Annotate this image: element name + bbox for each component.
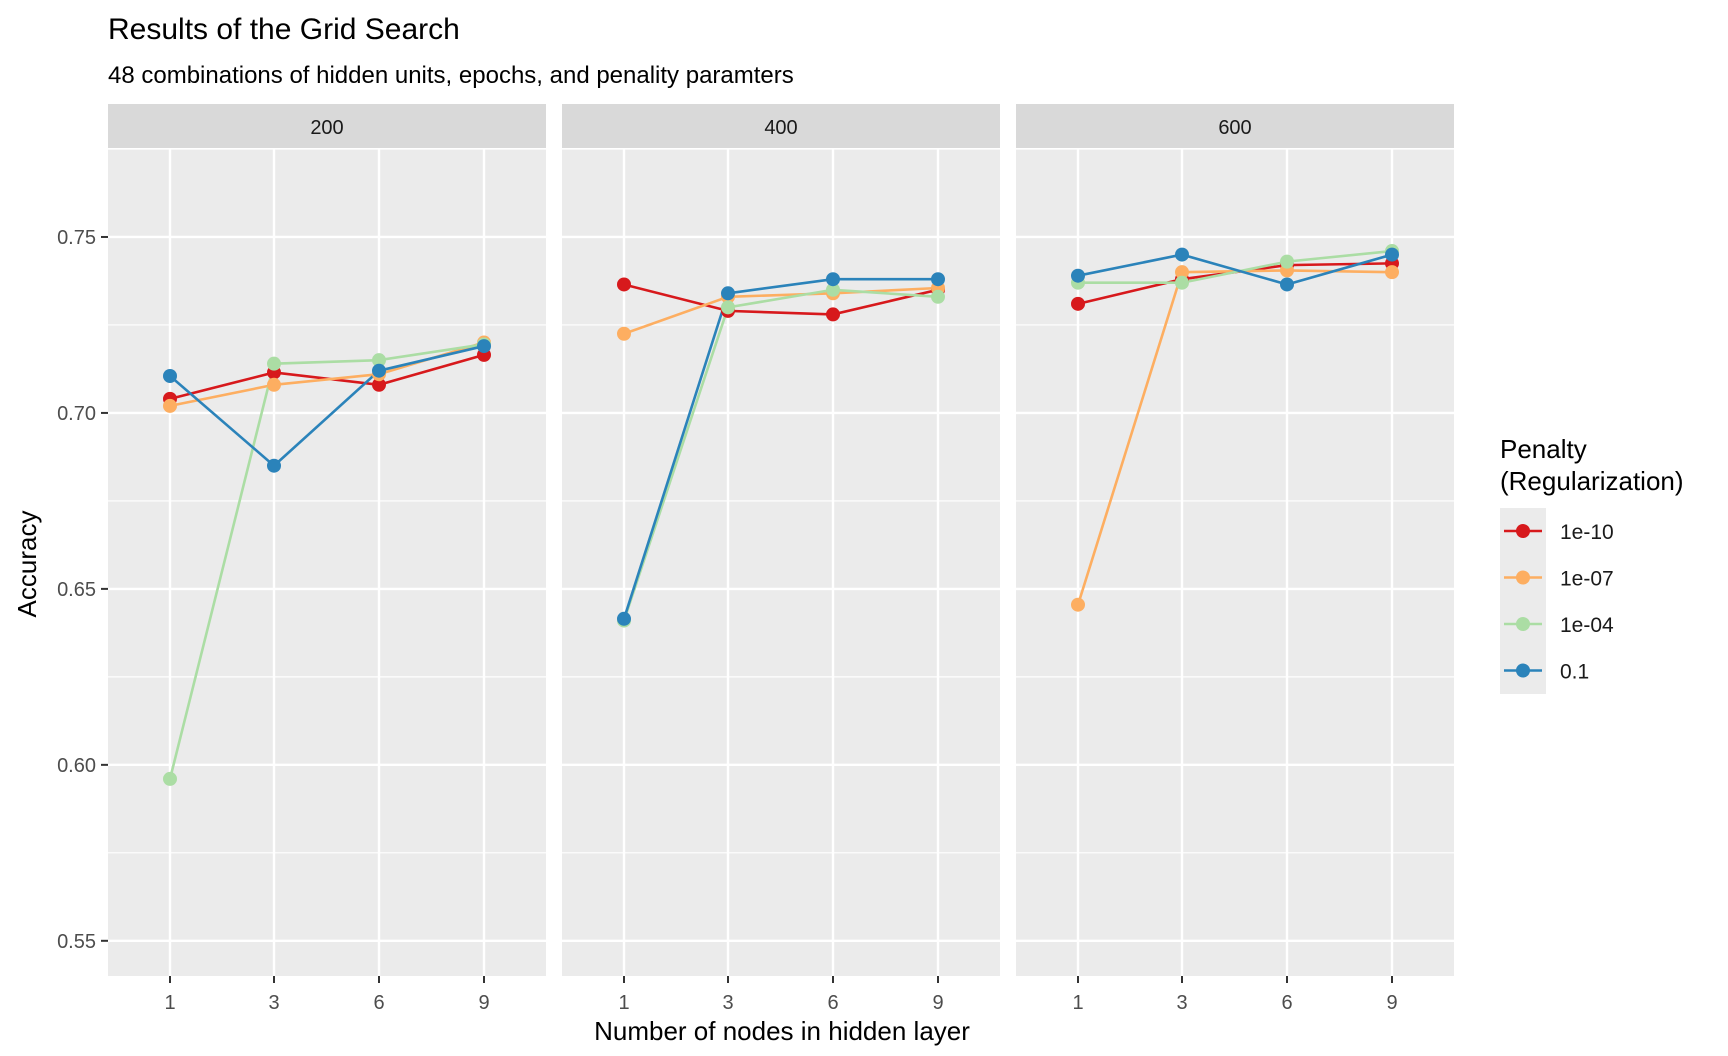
- data-point-1e-04: [721, 300, 735, 315]
- facet-panel-600: 600: [1016, 104, 1454, 976]
- data-point-0.1: [826, 272, 840, 287]
- data-point-1e-07: [1175, 265, 1189, 280]
- legend: Penalty (Regularization) 1e-10 1e-07 1e-04…: [1500, 434, 1684, 694]
- facet-strip-label: 600: [1218, 117, 1251, 139]
- y-axis: 0.55 0.60 0.65 0.70 0.75: [57, 227, 108, 953]
- y-tick-label: 0.60: [57, 755, 96, 777]
- series-line-1e-04: [1078, 249, 1393, 285]
- legend-items: 1e-10 1e-07 1e-04 0.1: [1504, 521, 1614, 684]
- x-tick-label: 1: [1072, 992, 1083, 1014]
- legend-key-background: [1500, 508, 1546, 694]
- facet-panel-400: 400: [562, 104, 1000, 976]
- legend-key-point-0.1: [1516, 663, 1530, 678]
- data-point-1e-04: [1175, 275, 1189, 290]
- legend-label-1e-07: 1e-07: [1560, 568, 1614, 591]
- series-line-0.1: [169, 344, 485, 468]
- data-point-0.1: [721, 286, 735, 301]
- data-point-1e-04: [931, 289, 945, 304]
- data-point-0.1: [477, 339, 491, 354]
- x-tick-label: 9: [932, 992, 943, 1014]
- x-tick-label: 3: [1176, 992, 1187, 1014]
- data-point-1e-07: [617, 326, 631, 341]
- legend-label-0.1: 0.1: [1560, 661, 1589, 684]
- panel-background: [1016, 149, 1454, 976]
- legend-label-1e-04: 1e-04: [1560, 614, 1614, 637]
- data-point-0.1: [1385, 247, 1399, 262]
- data-point-0.1: [1175, 247, 1189, 262]
- data-point-1e-07: [267, 377, 281, 392]
- data-point-0.1: [1280, 277, 1294, 292]
- facet-strip: [562, 104, 1000, 148]
- data-point-1e-04: [163, 771, 177, 786]
- series-line-1e-10: [623, 283, 939, 316]
- facet-panels: 200 400 600: [108, 104, 1454, 976]
- x-tick-label: 1: [618, 992, 629, 1014]
- facet-strip: [108, 104, 546, 148]
- x-axis: 1 3 6 9 1 3 6 9 1 3 6 9: [164, 976, 1398, 1014]
- panel-background: [108, 149, 546, 976]
- data-point-1e-10: [826, 307, 840, 322]
- data-point-1e-04: [372, 353, 386, 368]
- series-line-1e-07: [623, 286, 939, 335]
- data-point-1e-10: [1071, 296, 1085, 311]
- data-point-0.1: [931, 272, 945, 287]
- series-line-0.1: [622, 277, 938, 620]
- data-point-0.1: [163, 368, 177, 383]
- x-tick-label: 3: [722, 992, 733, 1014]
- x-tick-label: 9: [478, 992, 489, 1014]
- y-tick-label: 0.55: [57, 931, 96, 953]
- y-tick-label: 0.70: [57, 403, 96, 425]
- legend-title-line2: (Regularization): [1500, 466, 1684, 496]
- series-line-1e-04: [622, 288, 939, 621]
- facet-strip-label: 400: [764, 117, 797, 139]
- x-tick-label: 3: [268, 992, 279, 1014]
- data-point-1e-07: [163, 398, 177, 413]
- facet-strip-label: 200: [310, 117, 343, 139]
- data-point-1e-04: [267, 356, 281, 371]
- data-point-1e-04: [826, 282, 840, 297]
- data-point-1e-10: [372, 377, 386, 392]
- chart-subtitle: 48 combinations of hidden units, epochs,…: [108, 62, 794, 89]
- y-tick-label: 0.75: [57, 227, 96, 249]
- x-tick-label: 9: [1386, 992, 1397, 1014]
- facet-strip: [1016, 104, 1454, 148]
- series-line-0.1: [1077, 253, 1393, 286]
- legend-label-1e-10: 1e-10: [1560, 521, 1614, 544]
- x-tick-label: 6: [373, 992, 384, 1014]
- data-point-1e-04: [1280, 254, 1294, 269]
- data-point-0.1: [1071, 268, 1085, 283]
- data-point-1e-07: [1071, 597, 1085, 612]
- x-tick-label: 6: [827, 992, 838, 1014]
- data-point-1e-07: [1385, 265, 1399, 280]
- data-point-0.1: [372, 363, 386, 378]
- x-axis-label: Number of nodes in hidden layer: [594, 1016, 970, 1046]
- data-point-0.1: [267, 458, 281, 473]
- legend-key-point-1e-04: [1516, 617, 1530, 631]
- chart-title: Results of the Grid Search: [108, 13, 460, 46]
- data-point-1e-10: [617, 277, 631, 292]
- legend-key-point-1e-07: [1516, 570, 1530, 585]
- x-tick-label: 6: [1281, 992, 1292, 1014]
- x-tick-label: 1: [164, 992, 175, 1014]
- legend-key-point-1e-10: [1516, 524, 1530, 538]
- panel-background: [562, 149, 1000, 976]
- data-point-0.1: [617, 611, 631, 626]
- facet-panel-200: 200: [108, 104, 546, 976]
- y-tick-label: 0.65: [57, 579, 96, 601]
- y-axis-label: Accuracy: [12, 511, 42, 618]
- legend-title-line1: Penalty: [1500, 434, 1587, 464]
- series-line-1e-04: [168, 343, 485, 780]
